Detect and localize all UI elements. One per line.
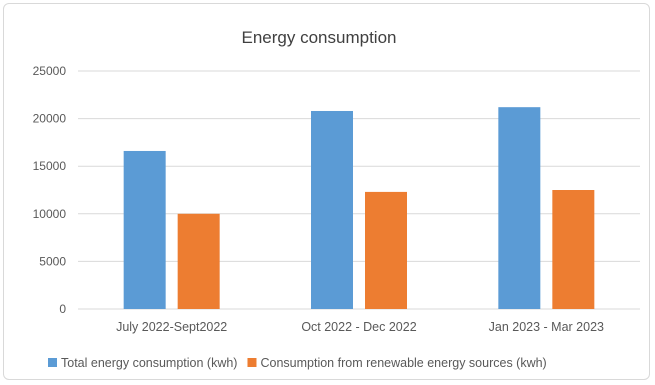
x-tick-label: Jan 2023 - Mar 2023 [489, 320, 604, 334]
y-tick-label: 0 [59, 302, 66, 316]
legend-swatch [48, 358, 57, 367]
bar-total [498, 107, 541, 310]
bar-renewable [177, 213, 220, 309]
legend-label: Consumption from renewable energy source… [260, 356, 546, 370]
legend: Total energy consumption (kwh) Consumptio… [48, 356, 547, 370]
bar-renewable [365, 191, 407, 309]
bar-total [311, 110, 353, 309]
legend-label: Total energy consumption (kwh) [61, 356, 237, 370]
y-tick-label: 5000 [39, 254, 66, 268]
legend-swatch [247, 358, 257, 367]
x-tick-label: July 2022-Sept2022 [116, 320, 227, 334]
y-tick-label: 15000 [33, 159, 67, 173]
y-tick-label: 20000 [33, 112, 67, 126]
chart-title: Energy consumption [242, 28, 397, 47]
x-tick-label: Oct 2022 - Dec 2022 [301, 320, 416, 334]
y-tick-label: 25000 [33, 64, 67, 78]
bar-total [123, 150, 166, 309]
y-axis: 0 5000 10000 15000 20000 25000 [33, 64, 67, 316]
y-tick-label: 10000 [33, 207, 67, 221]
bars [123, 107, 595, 310]
gridlines [78, 70, 640, 310]
bar-renewable [552, 190, 595, 309]
x-axis: July 2022-Sept2022 Oct 2022 - Dec 2022 Jan… [116, 320, 604, 334]
